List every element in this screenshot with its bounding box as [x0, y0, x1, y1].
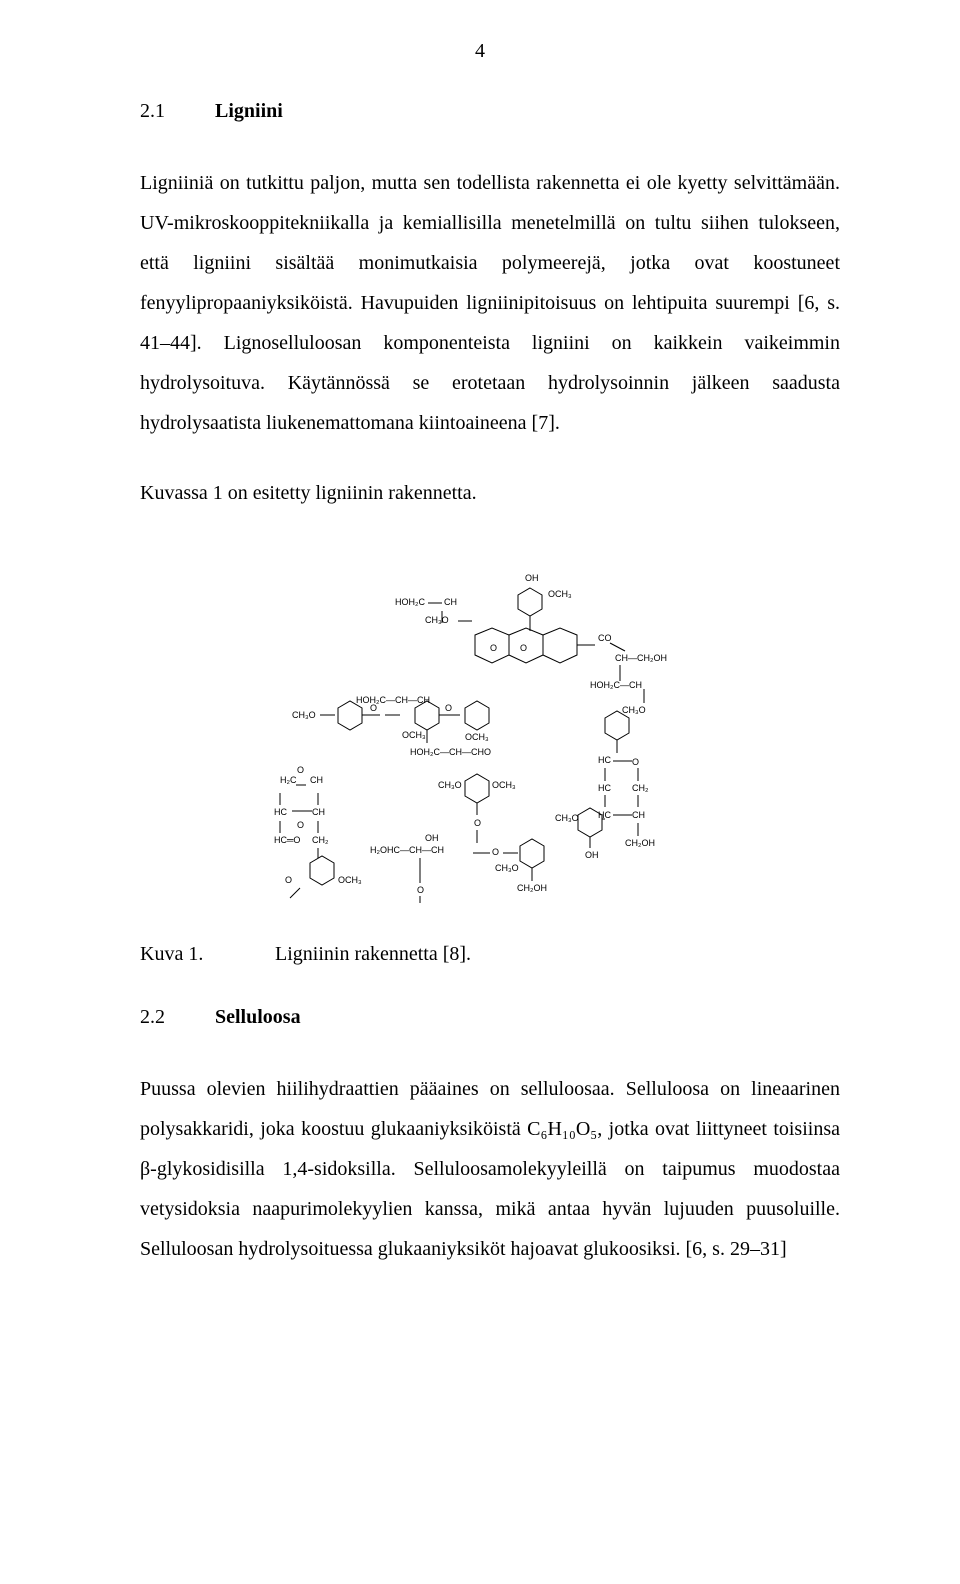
svg-text:O: O [297, 820, 304, 830]
svg-text:O: O [474, 818, 481, 828]
svg-text:CH₃O: CH₃O [495, 863, 519, 873]
svg-text:CH: CH [444, 597, 457, 607]
svg-text:CH₂OH: CH₂OH [625, 838, 655, 848]
svg-text:CH₂OH: CH₂OH [517, 883, 547, 893]
svg-text:H₂OHC—CH—CH: H₂OHC—CH—CH [370, 845, 444, 855]
svg-text:CH₂: CH₂ [312, 835, 329, 845]
svg-text:O: O [520, 643, 527, 653]
svg-text:HC: HC [274, 807, 287, 817]
svg-text:HC: HC [598, 783, 611, 793]
svg-text:O: O [297, 765, 304, 775]
svg-text:H₂C: H₂C [280, 775, 297, 785]
svg-text:OH: OH [585, 850, 599, 860]
svg-text:CH₃O: CH₃O [555, 813, 579, 823]
caption-label: Kuva 1. [140, 943, 270, 966]
figure-caption: Kuva 1. Ligniinin rakennetta [8]. [140, 943, 840, 966]
svg-text:CO: CO [598, 633, 612, 643]
caption-text: Ligniinin rakennetta [8]. [275, 943, 471, 965]
svg-text:OCH₃: OCH₃ [465, 732, 489, 742]
svg-text:CH: CH [310, 775, 323, 785]
figure-container: OH OCH₃ HOH₂C CH CH₃O O O CO CH—CH₂OH HO… [140, 543, 840, 903]
section-title: Ligniini [215, 100, 283, 122]
svg-text:OH: OH [425, 833, 439, 843]
svg-text:CH₃O: CH₃O [438, 780, 462, 790]
section-number: 2.2 [140, 1006, 210, 1029]
svg-text:CH: CH [312, 807, 325, 817]
svg-text:HC: HC [598, 755, 611, 765]
lignin-structure-diagram: OH OCH₃ HOH₂C CH CH₃O O O CO CH—CH₂OH HO… [260, 543, 720, 903]
svg-text:O: O [445, 703, 452, 713]
svg-text:O: O [490, 643, 497, 653]
page-number: 4 [475, 40, 485, 63]
paragraph-3: Puussa olevien hiilihydraattien pääaines… [140, 1069, 840, 1269]
section-heading-2-2: 2.2 Selluloosa [140, 1006, 840, 1029]
svg-text:CH₃O: CH₃O [292, 710, 316, 720]
svg-text:CH: CH [632, 810, 645, 820]
svg-text:CH₃O: CH₃O [622, 705, 646, 715]
svg-text:CH₂: CH₂ [632, 783, 649, 793]
svg-text:HOH₂C—CH—CHO: HOH₂C—CH—CHO [410, 747, 491, 757]
svg-text:CH₃O: CH₃O [425, 615, 449, 625]
svg-text:OCH₃: OCH₃ [338, 875, 362, 885]
section-title: Selluloosa [215, 1006, 301, 1028]
svg-text:OH: OH [525, 573, 539, 583]
paragraph-2: Kuvassa 1 on esitetty ligniinin rakennet… [140, 473, 840, 513]
svg-text:O: O [417, 885, 424, 895]
svg-text:HOH₂C—CH—CH: HOH₂C—CH—CH [356, 695, 430, 705]
svg-text:CH—CH₂OH: CH—CH₂OH [615, 653, 667, 663]
section-number: 2.1 [140, 100, 210, 123]
svg-text:HOH₂C—CH: HOH₂C—CH [590, 680, 642, 690]
svg-text:HOH₂C: HOH₂C [395, 597, 425, 607]
svg-text:OCH₃: OCH₃ [492, 780, 516, 790]
svg-text:O: O [632, 757, 639, 767]
svg-text:O: O [285, 875, 292, 885]
svg-text:HC═O: HC═O [274, 835, 300, 845]
section-heading-2-1: 2.1 Ligniini [140, 100, 840, 123]
paragraph-1: Ligniiniä on tutkittu paljon, mutta sen … [140, 163, 840, 443]
svg-text:O: O [492, 847, 499, 857]
svg-text:OCH₃: OCH₃ [402, 730, 426, 740]
svg-text:OCH₃: OCH₃ [548, 589, 572, 599]
